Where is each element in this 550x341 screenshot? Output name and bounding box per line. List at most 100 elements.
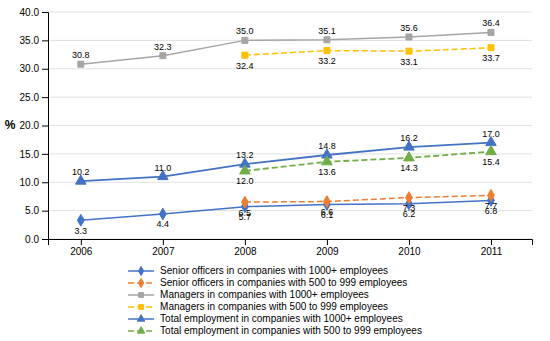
- x-axis-line: [49, 240, 533, 246]
- x-tick-mark: [245, 239, 246, 245]
- point: [324, 48, 330, 54]
- data-label: 33.1: [400, 57, 418, 67]
- legend-label: Managers in companies with 1000+ employe…: [160, 289, 369, 300]
- data-label: 7.7: [485, 201, 498, 211]
- grid-line: [48, 12, 532, 13]
- data-label: 13.6: [318, 167, 336, 177]
- x-tick: 2006: [70, 239, 93, 257]
- x-axis: 2006 2007 2008 2009 2010 2011: [49, 239, 533, 257]
- y-tick-mark: [42, 12, 48, 13]
- data-label: 16.2: [400, 133, 418, 143]
- data-label: 33.7: [482, 53, 500, 63]
- chart: 2006200720082009201020110.05.010.015.020…: [0, 0, 550, 341]
- y-tick-mark: [42, 239, 48, 240]
- y-tick-label: 20.0: [20, 120, 40, 131]
- x-tick-label: 2009: [316, 246, 339, 257]
- y-tick: 10.0: [20, 177, 48, 188]
- grid-line: [48, 210, 532, 211]
- point: [406, 34, 412, 40]
- data-label: 35.6: [400, 23, 418, 33]
- data-label: 14.8: [318, 141, 336, 151]
- y-tick-label: 40.0: [20, 7, 40, 18]
- grid-line: [48, 182, 532, 183]
- y-tick: 20.0: [20, 120, 48, 131]
- x-tick: 2008: [234, 239, 257, 257]
- legend-entry: Total employment in companies with 1000+…: [128, 313, 403, 324]
- y-tick: 25.0: [20, 92, 48, 103]
- series-line: [81, 143, 491, 182]
- point: [488, 29, 494, 35]
- data-label: 33.2: [318, 56, 336, 66]
- x-tick-label: 2007: [152, 246, 175, 257]
- data-label: 4.4: [157, 219, 170, 229]
- y-tick-label: 25.0: [20, 92, 40, 103]
- data-label: 35.1: [318, 26, 336, 36]
- legend-marker: [139, 293, 144, 298]
- y-tick-label: 5.0: [25, 205, 39, 216]
- legend-entry: Total employment in companies with 500 t…: [128, 325, 422, 336]
- y-tick-mark: [42, 97, 48, 98]
- y-axis-line: [42, 13, 49, 240]
- data-labels: 3.34.45.76.16.26.86.56.67.37.730.832.335…: [72, 18, 500, 235]
- y-tick-label: 10.0: [20, 177, 40, 188]
- data-label: 35.0: [236, 26, 254, 36]
- series-line: [245, 195, 491, 202]
- y-tick: 40.0: [20, 7, 48, 18]
- point: [488, 189, 495, 201]
- y-tick-mark: [42, 211, 48, 212]
- y-tick-label: 0.0: [25, 234, 39, 245]
- data-label: 11.0: [154, 163, 171, 173]
- x-tick-mark: [409, 239, 410, 245]
- y-axis: 0.05.010.015.020.025.030.035.040.0: [20, 7, 49, 245]
- data-label: 7.3: [403, 203, 416, 213]
- data-label: 30.8: [72, 50, 90, 60]
- legend-label: Senior officers in companies with 500 to…: [160, 277, 407, 288]
- point: [406, 48, 412, 54]
- point: [240, 165, 251, 174]
- data-label: 17.0: [482, 129, 500, 139]
- legend-marker: [137, 327, 144, 333]
- series-line: [245, 152, 491, 171]
- legend: Senior officers in companies with 1000+ …: [128, 265, 422, 336]
- data-label: 3.3: [75, 226, 88, 236]
- point: [322, 156, 333, 165]
- point: [324, 37, 330, 43]
- y-tick: 30.0: [20, 63, 48, 74]
- x-tick: 2009: [316, 239, 339, 257]
- point: [242, 52, 248, 58]
- point: [488, 45, 494, 51]
- legend-entry: Senior officers in companies with 500 to…: [128, 277, 407, 288]
- x-tick-label: 2006: [70, 246, 93, 257]
- y-tick-label: 35.0: [20, 35, 40, 46]
- legend-entry: Managers in companies with 1000+ employe…: [128, 289, 369, 300]
- point: [242, 37, 248, 43]
- x-tick-mark: [327, 239, 328, 245]
- point: [406, 192, 413, 204]
- x-tick-mark: [81, 239, 82, 245]
- x-tick-label: 2010: [398, 246, 421, 257]
- x-tick: 2011: [481, 239, 503, 257]
- x-tick: 2010: [398, 239, 421, 257]
- point: [160, 53, 166, 59]
- legend-label: Senior officers in companies with 1000+ …: [160, 265, 388, 276]
- y-tick-label: 30.0: [20, 63, 40, 74]
- y-tick: 35.0: [20, 35, 48, 46]
- grid-line: [48, 125, 532, 126]
- grid-line: [48, 97, 532, 98]
- legend-marker: [139, 305, 144, 310]
- data-label: 36.4: [482, 18, 500, 28]
- x-tick-label: 2011: [481, 246, 503, 257]
- data-label: 12.0: [236, 176, 254, 186]
- point: [404, 152, 415, 161]
- x-tick-mark: [491, 239, 492, 245]
- legend-marker: [138, 266, 143, 275]
- data-label: 13.2: [236, 150, 254, 160]
- y-tick-mark: [42, 154, 48, 155]
- legend-marker: [137, 315, 144, 321]
- legend-label: Managers in companies with 500 to 999 em…: [160, 301, 388, 312]
- data-label: 32.3: [154, 42, 172, 52]
- legend-marker: [138, 278, 143, 287]
- point: [241, 196, 248, 208]
- y-tick-mark: [42, 182, 48, 183]
- series-line: [245, 48, 491, 55]
